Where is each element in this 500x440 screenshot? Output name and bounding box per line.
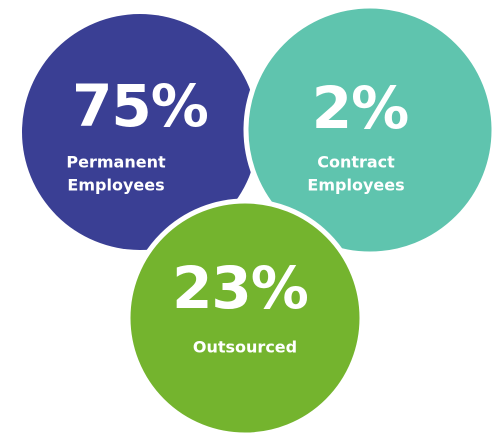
value: 23% bbox=[172, 254, 308, 322]
circle-contract bbox=[243, 3, 497, 257]
label: Outsourced bbox=[193, 338, 297, 357]
label: Contract bbox=[317, 153, 395, 172]
label: Employees bbox=[67, 176, 164, 195]
label: Employees bbox=[307, 176, 404, 195]
value: 75% bbox=[72, 72, 208, 140]
label: Permanent bbox=[66, 153, 166, 172]
circle-outsourced bbox=[125, 198, 365, 438]
circle-permanent bbox=[22, 14, 258, 250]
value: 2% bbox=[312, 74, 408, 142]
